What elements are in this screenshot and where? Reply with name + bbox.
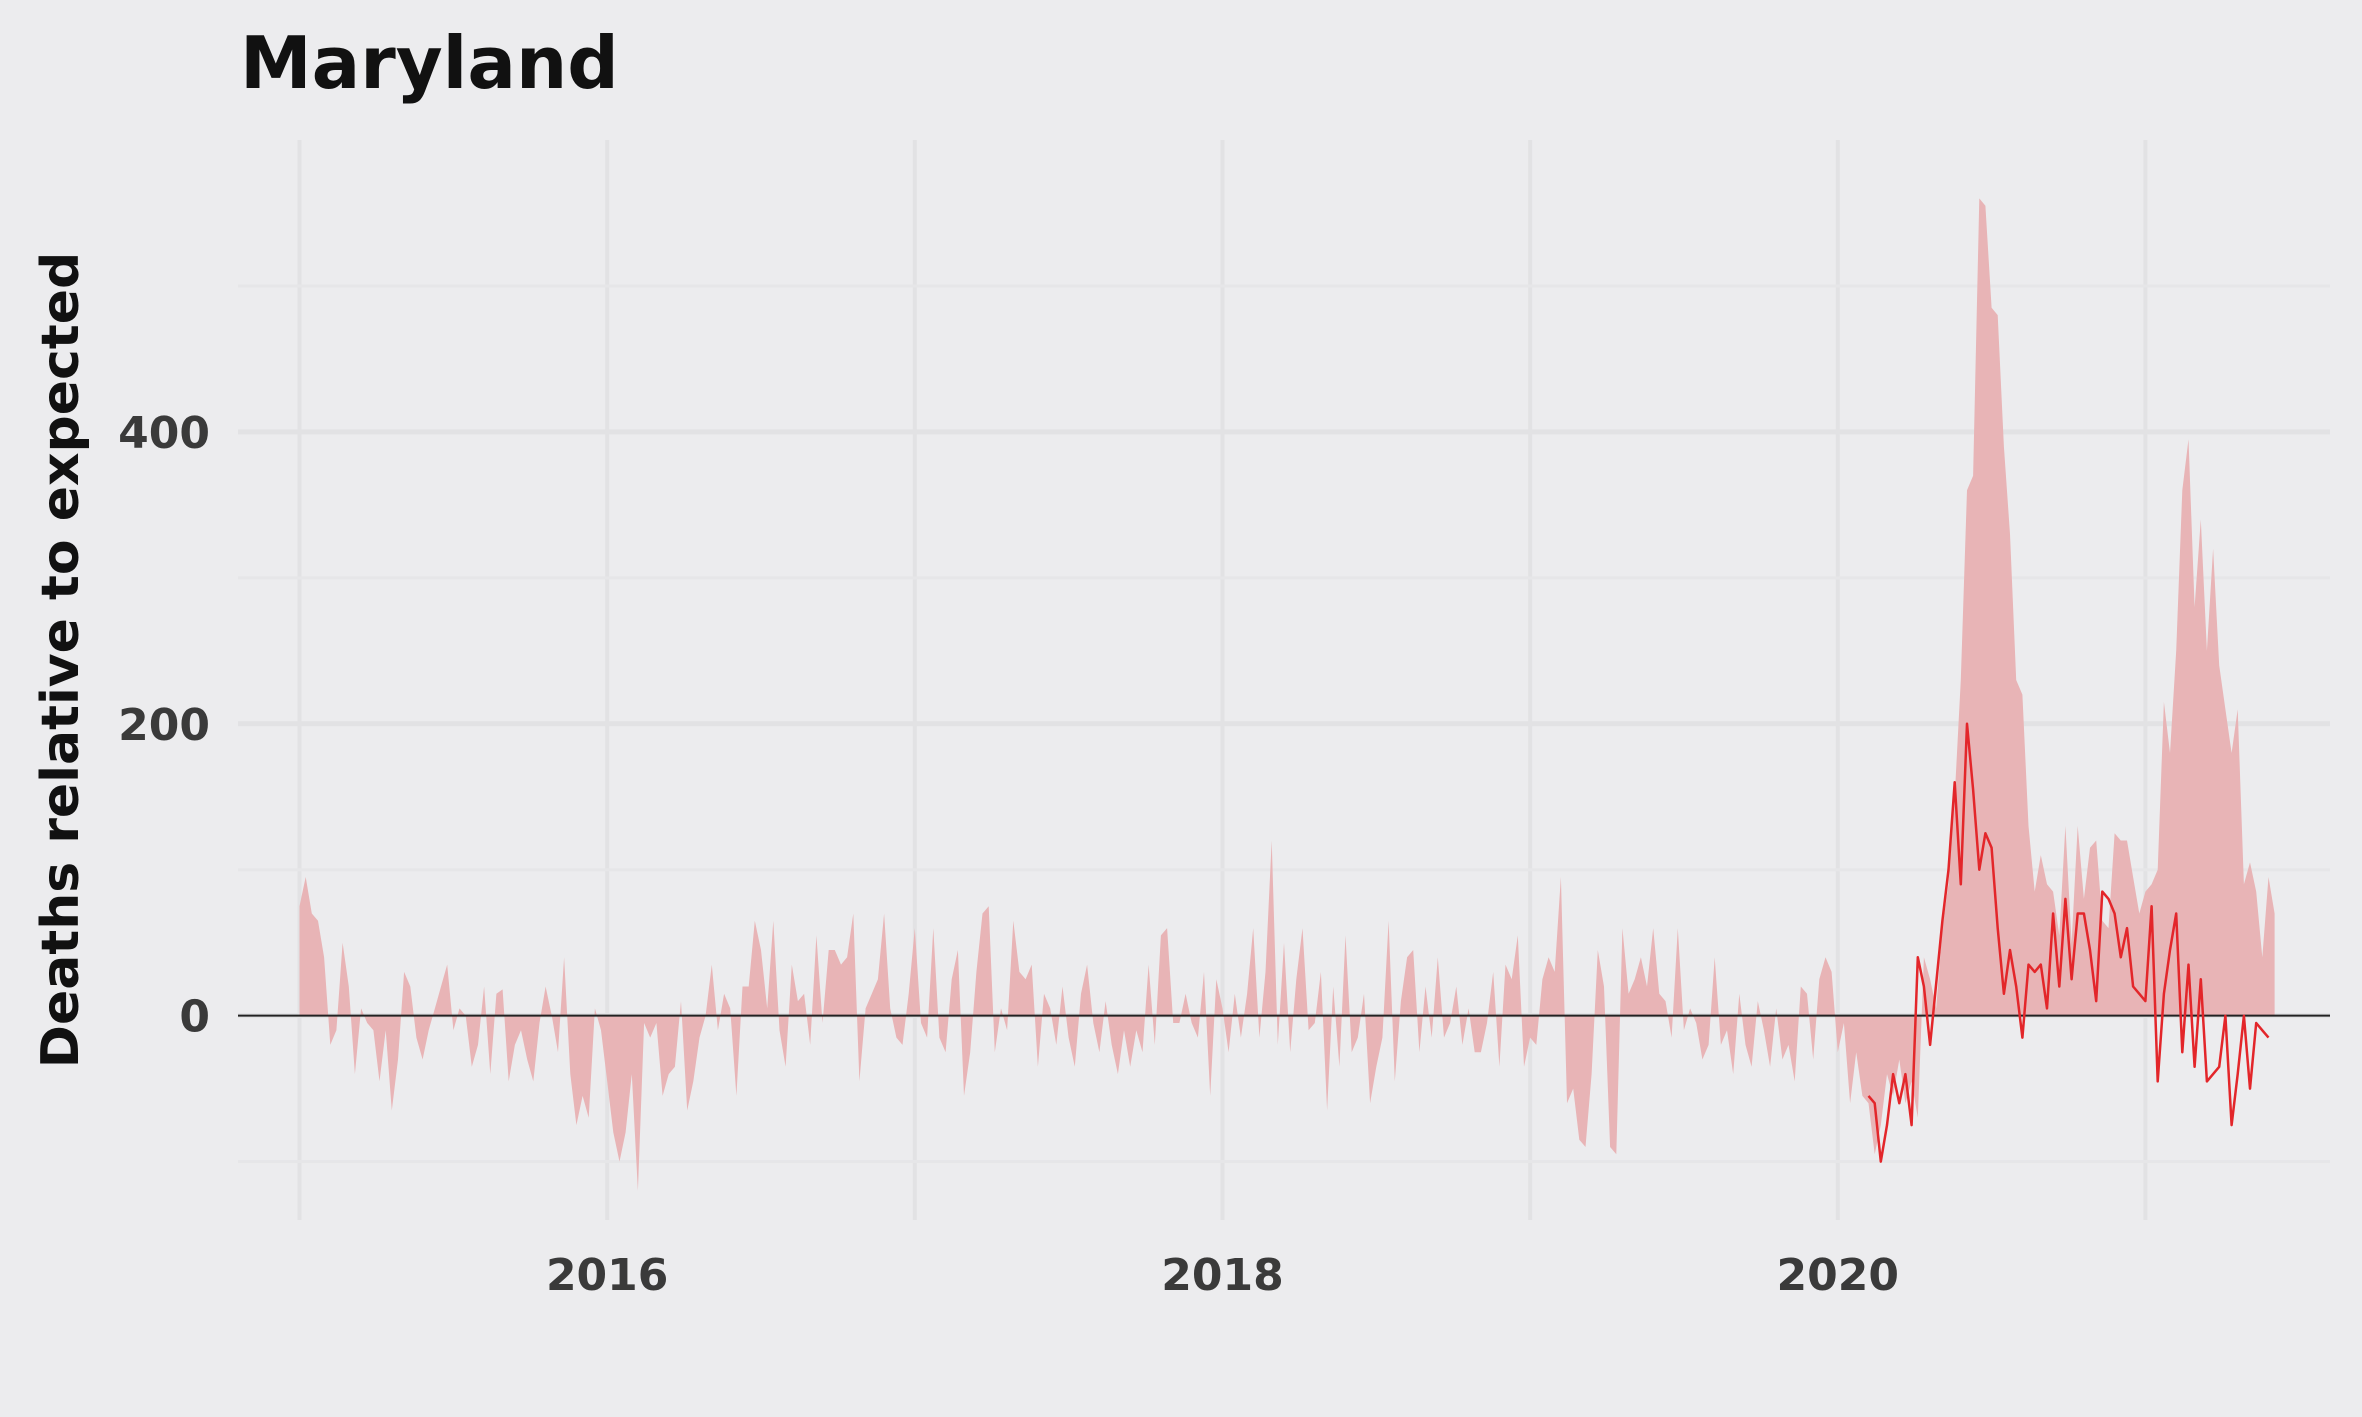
axes: 2016 2018 2020 0 200 400 [118, 408, 1899, 1301]
y-axis-label: Deaths relative to expected [31, 252, 91, 1068]
chart-marks [238, 198, 2330, 1191]
y-tick-label: 200 [118, 700, 210, 751]
y-tick-label: 0 [179, 992, 210, 1043]
x-tick-label: 2016 [546, 1250, 668, 1301]
chart-title: Maryland [240, 21, 619, 105]
covid-period-line [1867, 722, 2270, 1163]
x-tick-label: 2020 [1777, 1250, 1899, 1301]
excess-deaths-area [299, 198, 2275, 1191]
x-tick-label: 2018 [1161, 1250, 1283, 1301]
y-tick-label: 400 [118, 408, 210, 459]
